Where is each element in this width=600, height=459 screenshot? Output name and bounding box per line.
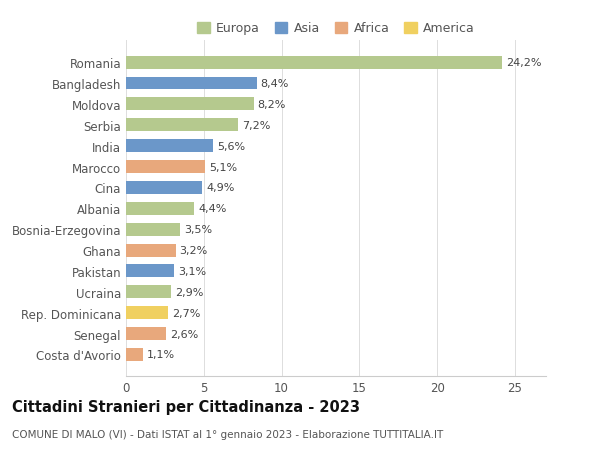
Text: 3,2%: 3,2%: [179, 246, 208, 256]
Bar: [126, 307, 168, 319]
Bar: [126, 98, 254, 111]
Text: COMUNE DI MALO (VI) - Dati ISTAT al 1° gennaio 2023 - Elaborazione TUTTITALIA.IT: COMUNE DI MALO (VI) - Dati ISTAT al 1° g…: [12, 429, 443, 439]
Text: 2,9%: 2,9%: [175, 287, 203, 297]
Text: 3,5%: 3,5%: [184, 225, 212, 235]
Text: 2,6%: 2,6%: [170, 329, 199, 339]
Text: 3,1%: 3,1%: [178, 266, 206, 276]
Bar: [126, 348, 143, 361]
Text: 1,1%: 1,1%: [147, 350, 175, 360]
Bar: [126, 285, 171, 299]
Bar: [126, 265, 174, 278]
Bar: [126, 119, 238, 132]
Bar: [126, 223, 181, 236]
Bar: [126, 140, 213, 153]
Text: 8,4%: 8,4%: [260, 79, 289, 89]
Text: Cittadini Stranieri per Cittadinanza - 2023: Cittadini Stranieri per Cittadinanza - 2…: [12, 399, 360, 414]
Text: 7,2%: 7,2%: [242, 121, 270, 130]
Legend: Europa, Asia, Africa, America: Europa, Asia, Africa, America: [192, 17, 480, 40]
Bar: [126, 78, 257, 90]
Text: 4,9%: 4,9%: [206, 183, 235, 193]
Bar: [126, 202, 194, 215]
Text: 2,7%: 2,7%: [172, 308, 200, 318]
Text: 4,4%: 4,4%: [199, 204, 227, 214]
Bar: [126, 244, 176, 257]
Bar: [126, 56, 502, 69]
Text: 8,2%: 8,2%: [257, 100, 286, 110]
Text: 24,2%: 24,2%: [506, 58, 542, 68]
Bar: [126, 327, 166, 340]
Text: 5,1%: 5,1%: [209, 162, 238, 172]
Bar: [126, 161, 205, 174]
Text: 5,6%: 5,6%: [217, 141, 245, 151]
Bar: [126, 182, 202, 195]
